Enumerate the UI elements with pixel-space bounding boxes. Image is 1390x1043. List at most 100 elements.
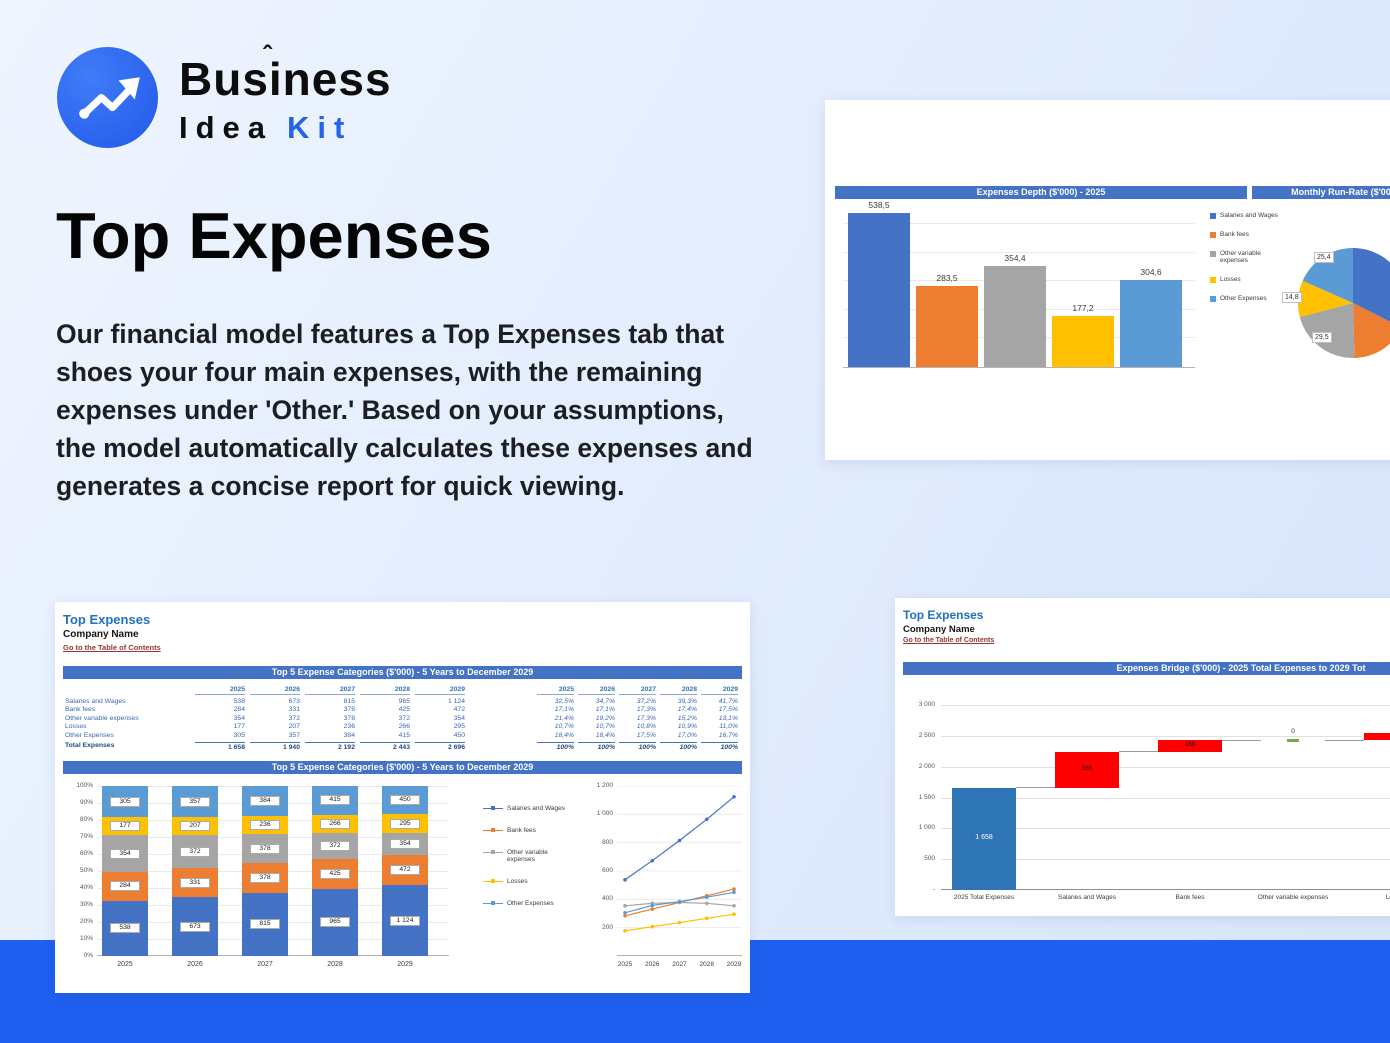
legend-label: Other Expenses	[507, 899, 554, 907]
line-y-tick: 1 200	[596, 782, 613, 789]
cell-value: 415	[398, 731, 410, 739]
total-pct: 100%	[701, 741, 738, 752]
depth-bar-value: 538,5	[868, 200, 890, 211]
pie-slice-label: 25,4	[1314, 252, 1334, 263]
brand-logo	[57, 47, 158, 148]
legend-swatch-icon	[1210, 295, 1216, 302]
bridge-connector	[1222, 739, 1261, 741]
legend-line-icon	[483, 827, 503, 834]
depth-screenshot-card: Expenses Depth ($'000) - 2025 Monthly Ru…	[825, 100, 1390, 460]
legend-label: Other variable expenses	[507, 848, 548, 864]
stack-segment-value: 295	[390, 818, 420, 829]
sheet-title: Top Expenses	[903, 608, 984, 622]
legend-item: Salaries and Wages	[483, 805, 575, 813]
cell-pct: 39,3%	[677, 698, 697, 705]
line-marker	[623, 914, 627, 918]
cell-pct: 10,7%	[554, 723, 574, 731]
line-y-tick: 600	[602, 867, 613, 874]
total-pct: 100%	[619, 741, 656, 752]
line-marker	[650, 903, 655, 908]
cell-value: 236	[343, 723, 355, 731]
bridge-x-label: Bank fees	[1175, 894, 1205, 901]
legend-label: Other variable expenses	[1220, 249, 1261, 265]
depth-bar-value: 304,6	[1140, 266, 1162, 277]
cell-value: 425	[398, 706, 410, 714]
pie-slice	[1353, 303, 1390, 358]
line-marker	[650, 924, 655, 929]
bridge-x-label: Losses	[1385, 894, 1390, 901]
legend-item: Bank fees	[1210, 231, 1282, 239]
cell-value: 177	[233, 723, 245, 731]
stack-segment-value: 354	[110, 848, 140, 859]
year-header: 2026	[578, 686, 615, 695]
cell-pct: 21,4%	[554, 714, 574, 722]
cell-pct: 17,1%	[554, 706, 574, 714]
stacked-bar-chart: 538 284 354 177 305 2025 673 331 372 207 357 2026 81…	[97, 786, 449, 968]
total-value: 2 192	[305, 741, 355, 752]
cell-pct: 17,5%	[636, 731, 656, 739]
cell-value: 207	[288, 723, 300, 731]
sheet-title: Top Expenses	[63, 612, 151, 627]
legend-marker	[491, 806, 495, 810]
table-of-contents-link[interactable]: Go to the Table of Contents	[903, 637, 995, 644]
expense-table: 2025 2025 2026 2026 2027 2027 2028 2028 2029 2029…	[55, 602, 750, 762]
stack-segment-value: 1 124	[390, 915, 420, 926]
stack-segment-value: 331	[180, 877, 210, 888]
legend-item: Losses	[1210, 276, 1282, 284]
gridline	[941, 705, 1390, 706]
stack-y-tick: 40%	[79, 884, 93, 891]
year-header: 2029	[415, 686, 465, 695]
depth-bar	[984, 265, 1046, 367]
stack-y-tick: 50%	[79, 867, 93, 874]
row-label: Bank fees	[65, 706, 96, 714]
total-pct: 100%	[537, 741, 574, 752]
pie-slice	[1299, 303, 1355, 359]
bridge-bar-total	[952, 787, 1016, 890]
gridline	[941, 828, 1390, 830]
stack-segment-value: 538	[110, 923, 140, 934]
legend-item: Salaries and Wages	[1210, 212, 1282, 220]
line-marker	[677, 920, 682, 925]
legend-swatch-icon	[1210, 213, 1216, 219]
year-header: 2028	[660, 686, 697, 695]
stack-segment-value: 378	[250, 873, 280, 884]
cell-value: 284	[233, 706, 245, 714]
cell-pct: 19,2%	[595, 714, 615, 722]
cell-value: 331	[288, 706, 300, 714]
brand-name-text: Business	[179, 53, 392, 105]
line-series	[624, 796, 735, 881]
row-label: Other Expenses	[65, 731, 114, 739]
pie-slice-label: 14,8	[1282, 292, 1302, 303]
bridge-y-tick: 1 500	[918, 793, 935, 801]
line-y-tick: 200	[602, 923, 613, 931]
top5-table-header: Top 5 Expense Categories ($'000) - 5 Yea…	[63, 666, 742, 679]
legend-line-icon	[483, 900, 503, 907]
stack-y-tick: 100%	[76, 782, 93, 789]
year-header: 2027	[305, 686, 355, 695]
total-value: 2 443	[360, 741, 410, 752]
stack-segment-value: 284	[110, 881, 140, 892]
cell-value: 295	[453, 723, 465, 731]
table-of-contents-link[interactable]: Go to the Table of Contents	[63, 643, 161, 652]
cell-pct: 37,2%	[636, 698, 656, 705]
cell-pct: 15,2%	[677, 714, 697, 722]
legend-marker	[491, 900, 495, 905]
bridge-zero-marker	[1287, 738, 1299, 742]
legend-marker	[491, 827, 495, 832]
stack-segment-value: 384	[250, 795, 280, 806]
stack-segment-value: 372	[180, 846, 210, 857]
cell-pct: 18,4%	[554, 731, 574, 739]
line-marker	[623, 911, 627, 915]
gridline	[941, 766, 1390, 768]
bridge-connector	[1119, 751, 1158, 753]
brand-line2: Idea Kit	[179, 110, 392, 146]
legend-label: Salaries and Wages	[507, 805, 565, 812]
stack-x-label: 2029	[397, 961, 413, 968]
cell-pct: 16,7%	[718, 731, 738, 739]
stack-segment-value: 207	[180, 821, 210, 832]
bridge-y-tick: 500	[924, 855, 935, 863]
line-x-label: 2028	[699, 961, 714, 968]
line-y-tick: 1 000	[596, 810, 613, 818]
line-marker	[732, 887, 736, 891]
bridge-y-tick: 2 000	[918, 762, 935, 770]
